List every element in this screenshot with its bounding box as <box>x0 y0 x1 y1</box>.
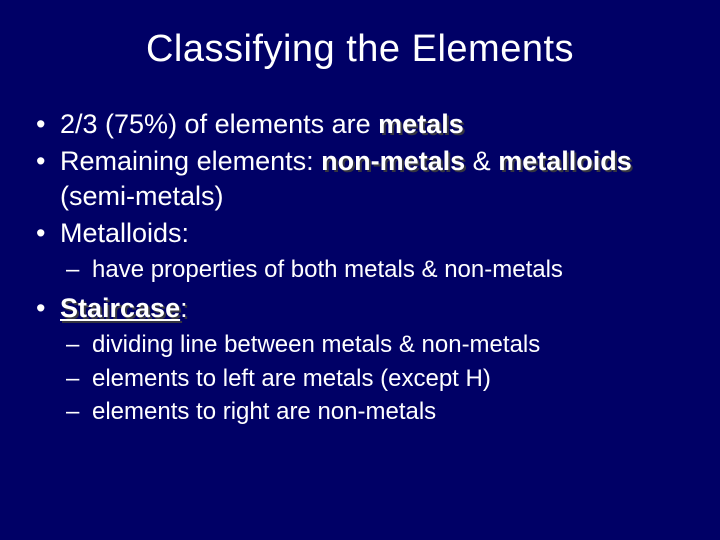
sub-bullet-3-1: have properties of both metals & non-met… <box>30 253 690 287</box>
bullet-3: Metalloids: <box>30 216 690 251</box>
sub-bullets-3: have properties of both metals & non-met… <box>30 253 690 287</box>
bullet-list: 2/3 (75%) of elements are metals Remaini… <box>30 107 690 429</box>
sub-bullet-4-1: dividing line between metals & non-metal… <box>30 328 690 362</box>
bullet-4-staircase: Staircase <box>60 293 180 323</box>
bullet-2-text-b: & <box>465 146 498 176</box>
bullet-4-colon: : <box>180 293 188 323</box>
bullet-3-text: Metalloids: <box>60 218 189 248</box>
bullet-2-text-c: (semi-metals) <box>60 181 224 211</box>
slide-title: Classifying the Elements <box>30 28 690 71</box>
bullet-1-metals: metals <box>378 109 464 139</box>
bullet-2-nonmetals: non-metals <box>321 146 465 176</box>
bullet-1-text-a: 2/3 (75%) of elements are <box>60 109 378 139</box>
sub-bullet-4-2: elements to left are metals (except H) <box>30 362 690 396</box>
bullet-1: 2/3 (75%) of elements are metals <box>30 107 690 142</box>
bullet-2-metalloids: metalloids <box>498 146 632 176</box>
bullet-2-text-a: Remaining elements: <box>60 146 321 176</box>
bullet-2: Remaining elements: non-metals & metallo… <box>30 144 690 214</box>
sub-bullet-4-3: elements to right are non-metals <box>30 395 690 429</box>
sub-bullets-4: dividing line between metals & non-metal… <box>30 328 690 429</box>
bullet-4: Staircase: <box>30 291 690 326</box>
